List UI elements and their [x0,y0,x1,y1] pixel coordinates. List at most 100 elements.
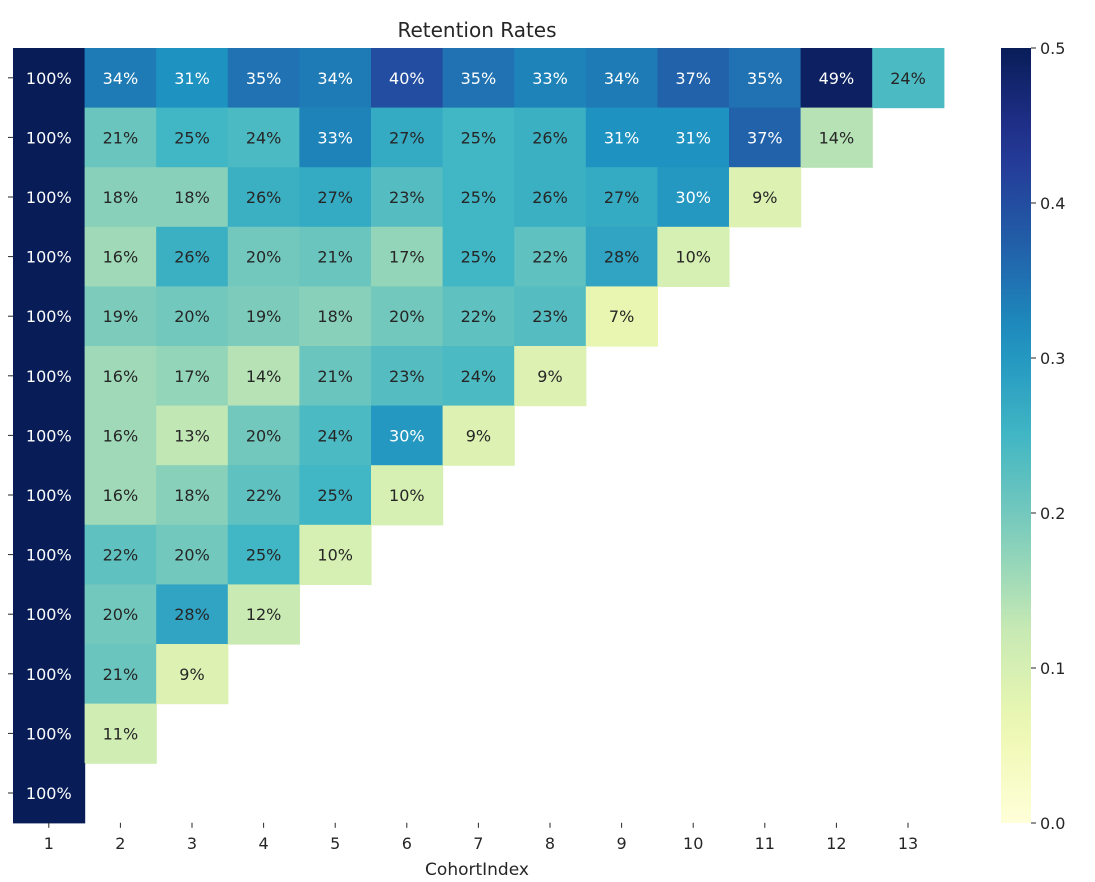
cell-label: 16% [103,248,139,267]
cell-label: 24% [317,426,353,445]
chart-title: Retention Rates [397,18,556,42]
x-tick-label: 5 [330,834,340,853]
cell-label: 100% [26,605,72,624]
cell-label: 17% [389,248,425,267]
cell-label: 28% [174,605,210,624]
cell-label: 100% [26,426,72,445]
cell-label: 9% [752,188,777,207]
heatmap-cell [13,465,86,526]
heatmap-cell [299,346,372,407]
cell-label: 100% [26,546,72,565]
cell-label: 9% [466,426,491,445]
cell-label: 10% [675,248,711,267]
cell-label: 16% [103,426,139,445]
cell-label: 27% [389,128,425,147]
cell-label: 100% [26,128,72,147]
heatmap-cell [227,48,300,109]
x-tick-label: 6 [402,834,412,853]
cell-label: 35% [246,69,282,88]
heatmap-cell [13,405,86,466]
cell-label: 9% [179,665,204,684]
heatmap-cell [227,286,300,347]
heatmap-cell [657,107,730,168]
heatmap-cell [299,107,372,168]
x-tick-label: 10 [683,834,703,853]
cell-label: 18% [174,486,210,505]
x-tick-label: 7 [473,834,483,853]
cell-label: 37% [675,69,711,88]
cell-label: 34% [103,69,139,88]
heatmap-cell [299,226,372,287]
heatmap-cells: 100% 34% 31% 35% 34% 40% 35% 33% 34% 37% 35% 49% 24%… [8,48,945,824]
heatmap-cell [442,48,515,109]
heatmap-cell [227,107,300,168]
heatmap-cell [13,48,86,109]
colorbar-ticks: 0.0 0.1 0.2 0.3 0.4 0.5 [1031,39,1065,833]
heatmap-cell [13,524,86,585]
heatmap-cell [13,167,86,228]
heatmap-cell [371,465,444,526]
x-axis-ticks: 1 2 3 4 5 6 7 8 9 10 11 12 13 [44,822,918,853]
x-tick-label: 3 [187,834,197,853]
colorbar [1001,48,1031,823]
cell-label: 18% [174,188,210,207]
cell-label: 14% [819,128,855,147]
cell-label: 34% [604,69,640,88]
cell-label: 18% [317,307,353,326]
cell-label: 21% [103,665,139,684]
cell-label: 20% [246,248,282,267]
heatmap-cell [442,167,515,228]
x-tick-label: 4 [259,834,269,853]
cell-label: 10% [317,546,353,565]
cell-label: 25% [461,248,497,267]
heatmap-cell [585,107,658,168]
heatmap-cell [156,286,229,347]
heatmap-cell [156,48,229,109]
heatmap-cell [514,226,587,287]
cell-label: 100% [26,784,72,803]
x-axis-label: CohortIndex [425,860,529,880]
heatmap-cell [227,346,300,407]
heatmap-cell [299,405,372,466]
heatmap-cell [84,346,157,407]
heatmap-cell [514,346,587,407]
colorbar-tick-label: 0.4 [1040,194,1065,213]
heatmap-cell [156,644,229,705]
cell-label: 12% [246,605,282,624]
cell-label: 20% [103,605,139,624]
cell-label: 11% [103,724,139,743]
cell-label: 23% [389,367,425,386]
heatmap-cell [13,107,86,168]
cell-label: 31% [675,128,711,147]
heatmap-cell [729,107,802,168]
heatmap-cell [84,226,157,287]
heatmap-cell [514,48,587,109]
heatmap-cell [657,48,730,109]
heatmap-cell [227,226,300,287]
heatmap-cell [371,226,444,287]
cell-label: 20% [174,546,210,565]
cell-label: 100% [26,367,72,386]
heatmap-cell [13,584,86,645]
heatmap-cell [156,524,229,585]
heatmap-cell [227,584,300,645]
colorbar-tick-label: 0.1 [1040,659,1065,678]
heatmap-cell [156,465,229,526]
heatmap-cell [227,465,300,526]
heatmap-cell [156,584,229,645]
cell-label: 21% [317,248,353,267]
cell-label: 18% [103,188,139,207]
cell-label: 23% [389,188,425,207]
cell-label: 25% [317,486,353,505]
heatmap-cell [442,107,515,168]
cell-label: 30% [389,426,425,445]
heatmap-cell [800,107,873,168]
heatmap-cell [84,524,157,585]
heatmap-cell [84,584,157,645]
x-tick-label: 8 [545,834,555,853]
cell-label: 24% [246,128,282,147]
cell-label: 13% [174,426,210,445]
heatmap-cell [84,405,157,466]
cell-label: 25% [461,188,497,207]
